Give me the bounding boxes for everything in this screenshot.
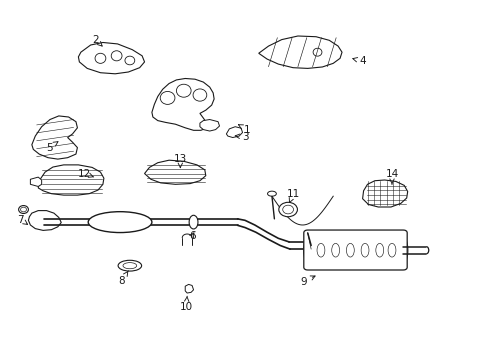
Text: 13: 13 bbox=[173, 154, 187, 167]
Ellipse shape bbox=[317, 243, 325, 257]
Polygon shape bbox=[226, 127, 243, 138]
Polygon shape bbox=[152, 78, 214, 130]
Ellipse shape bbox=[332, 243, 340, 257]
Ellipse shape bbox=[361, 243, 369, 257]
Polygon shape bbox=[28, 211, 61, 230]
Ellipse shape bbox=[376, 243, 384, 257]
Polygon shape bbox=[363, 180, 408, 207]
Ellipse shape bbox=[88, 212, 152, 233]
Text: 10: 10 bbox=[180, 296, 193, 312]
Text: 12: 12 bbox=[77, 168, 94, 179]
Ellipse shape bbox=[283, 205, 294, 214]
Ellipse shape bbox=[21, 207, 26, 212]
Polygon shape bbox=[32, 116, 77, 159]
Polygon shape bbox=[145, 160, 206, 184]
Text: 5: 5 bbox=[46, 142, 58, 153]
Text: 4: 4 bbox=[353, 56, 366, 66]
Polygon shape bbox=[200, 120, 220, 131]
Ellipse shape bbox=[160, 91, 175, 104]
Text: 8: 8 bbox=[118, 271, 128, 286]
Ellipse shape bbox=[279, 202, 297, 217]
Ellipse shape bbox=[111, 51, 122, 61]
Ellipse shape bbox=[95, 53, 106, 63]
Text: 14: 14 bbox=[385, 168, 399, 184]
Polygon shape bbox=[78, 42, 145, 74]
Text: 9: 9 bbox=[300, 276, 315, 287]
Polygon shape bbox=[259, 36, 342, 68]
Text: 3: 3 bbox=[235, 132, 248, 142]
Text: 6: 6 bbox=[189, 231, 196, 241]
Ellipse shape bbox=[193, 89, 207, 101]
Text: 2: 2 bbox=[92, 35, 102, 46]
Ellipse shape bbox=[346, 243, 354, 257]
FancyBboxPatch shape bbox=[304, 230, 407, 270]
Ellipse shape bbox=[388, 243, 396, 257]
Text: 11: 11 bbox=[286, 189, 300, 203]
Ellipse shape bbox=[176, 84, 191, 97]
Ellipse shape bbox=[268, 191, 276, 196]
Ellipse shape bbox=[19, 206, 28, 213]
Text: 7: 7 bbox=[17, 215, 27, 225]
Polygon shape bbox=[38, 165, 104, 195]
Ellipse shape bbox=[118, 260, 142, 271]
Polygon shape bbox=[185, 284, 194, 293]
Polygon shape bbox=[30, 177, 42, 186]
Ellipse shape bbox=[189, 215, 198, 229]
Text: 1: 1 bbox=[239, 125, 251, 135]
Ellipse shape bbox=[125, 56, 135, 65]
Ellipse shape bbox=[123, 263, 137, 269]
Ellipse shape bbox=[313, 48, 322, 56]
